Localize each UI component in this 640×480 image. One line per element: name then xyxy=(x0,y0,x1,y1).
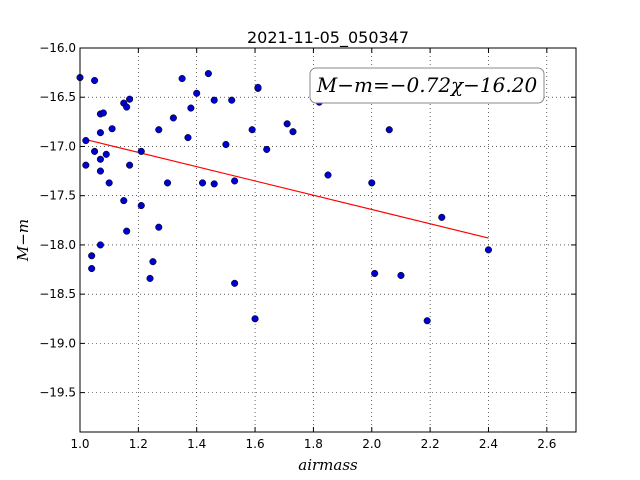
data-point xyxy=(99,109,107,117)
data-point xyxy=(198,179,207,187)
data-point xyxy=(187,104,195,112)
y-tick-label: −16.0 xyxy=(39,41,76,55)
x-tick-label: 1.2 xyxy=(129,437,148,451)
y-tick-label: −16.5 xyxy=(39,90,76,104)
data-point xyxy=(210,96,218,104)
data-point xyxy=(120,197,128,205)
data-point xyxy=(146,274,154,282)
data-point xyxy=(149,258,157,266)
data-point xyxy=(82,161,90,169)
data-point xyxy=(423,317,431,325)
data-point xyxy=(123,227,131,235)
data-point xyxy=(178,74,186,83)
data-point xyxy=(231,279,239,287)
x-tick-label: 1.0 xyxy=(70,437,89,451)
data-point xyxy=(385,126,393,134)
data-point xyxy=(263,145,271,153)
data-point xyxy=(137,201,145,210)
data-point xyxy=(289,128,297,136)
x-tick-label: 2.0 xyxy=(362,437,381,451)
data-point xyxy=(88,265,96,273)
data-point xyxy=(126,95,134,103)
plot-area-frame xyxy=(79,47,577,433)
annotation-box: M−m=−0.72χ−16.20 xyxy=(309,67,545,104)
data-point xyxy=(438,213,446,221)
data-point xyxy=(324,171,332,179)
data-point xyxy=(169,114,177,122)
y-tick-label: −17.5 xyxy=(39,189,76,203)
x-tick-label: 2.4 xyxy=(479,437,498,451)
data-point xyxy=(184,134,192,142)
chart-title: 2021-11-05_050347 xyxy=(247,28,409,48)
data-point xyxy=(248,126,256,134)
y-axis-label: M−m xyxy=(14,219,32,262)
x-tick-label: 2.6 xyxy=(537,437,556,451)
data-point xyxy=(82,137,90,145)
data-point xyxy=(283,120,291,128)
data-point xyxy=(254,83,262,91)
x-tick-label: 2.2 xyxy=(421,437,440,451)
data-points xyxy=(76,70,493,325)
y-tick-label: −19.0 xyxy=(39,336,76,350)
data-point xyxy=(137,147,145,155)
data-point xyxy=(204,70,212,78)
data-point xyxy=(96,129,104,137)
data-point xyxy=(91,76,99,85)
annotation-frame xyxy=(309,67,545,104)
data-point xyxy=(155,223,163,231)
data-point xyxy=(108,125,116,133)
grid-lines xyxy=(79,47,576,432)
data-point xyxy=(96,155,104,163)
data-point xyxy=(91,147,99,155)
data-point xyxy=(96,167,104,175)
data-point xyxy=(231,177,239,185)
data-point xyxy=(105,179,113,187)
data-point xyxy=(163,179,172,187)
data-point xyxy=(397,271,405,279)
fit-line-layer xyxy=(85,138,489,239)
data-point xyxy=(368,179,376,187)
data-point xyxy=(96,241,104,249)
data-point xyxy=(88,252,96,260)
y-tick-label: −18.5 xyxy=(39,287,76,301)
data-point xyxy=(193,89,201,97)
x-tick-label: 1.4 xyxy=(187,437,206,451)
x-axis-label: airmass xyxy=(298,456,358,474)
data-point xyxy=(123,103,131,111)
x-tick-label: 1.8 xyxy=(304,437,323,451)
data-point xyxy=(210,180,218,188)
data-point xyxy=(102,150,110,158)
data-point xyxy=(251,315,259,323)
data-point xyxy=(155,126,163,134)
x-tick-label: 1.6 xyxy=(246,437,265,451)
y-tick-label: −17.0 xyxy=(39,139,76,153)
data-point xyxy=(371,269,379,278)
data-point xyxy=(222,140,230,149)
axis-ticks: 1.0 1.2 1.4 1.6 1.8 2.0 2.2 2.4 2.6 −16.0 −16.5 −17… xyxy=(39,41,576,451)
fit-line xyxy=(85,138,489,239)
y-tick-label: −18.0 xyxy=(39,238,76,252)
fit-equation: M−m=−0.72χ−16.20 xyxy=(316,73,538,97)
data-point xyxy=(126,161,134,169)
y-tick-label: −19.5 xyxy=(39,386,76,400)
data-point xyxy=(484,246,493,254)
data-point xyxy=(228,96,236,104)
